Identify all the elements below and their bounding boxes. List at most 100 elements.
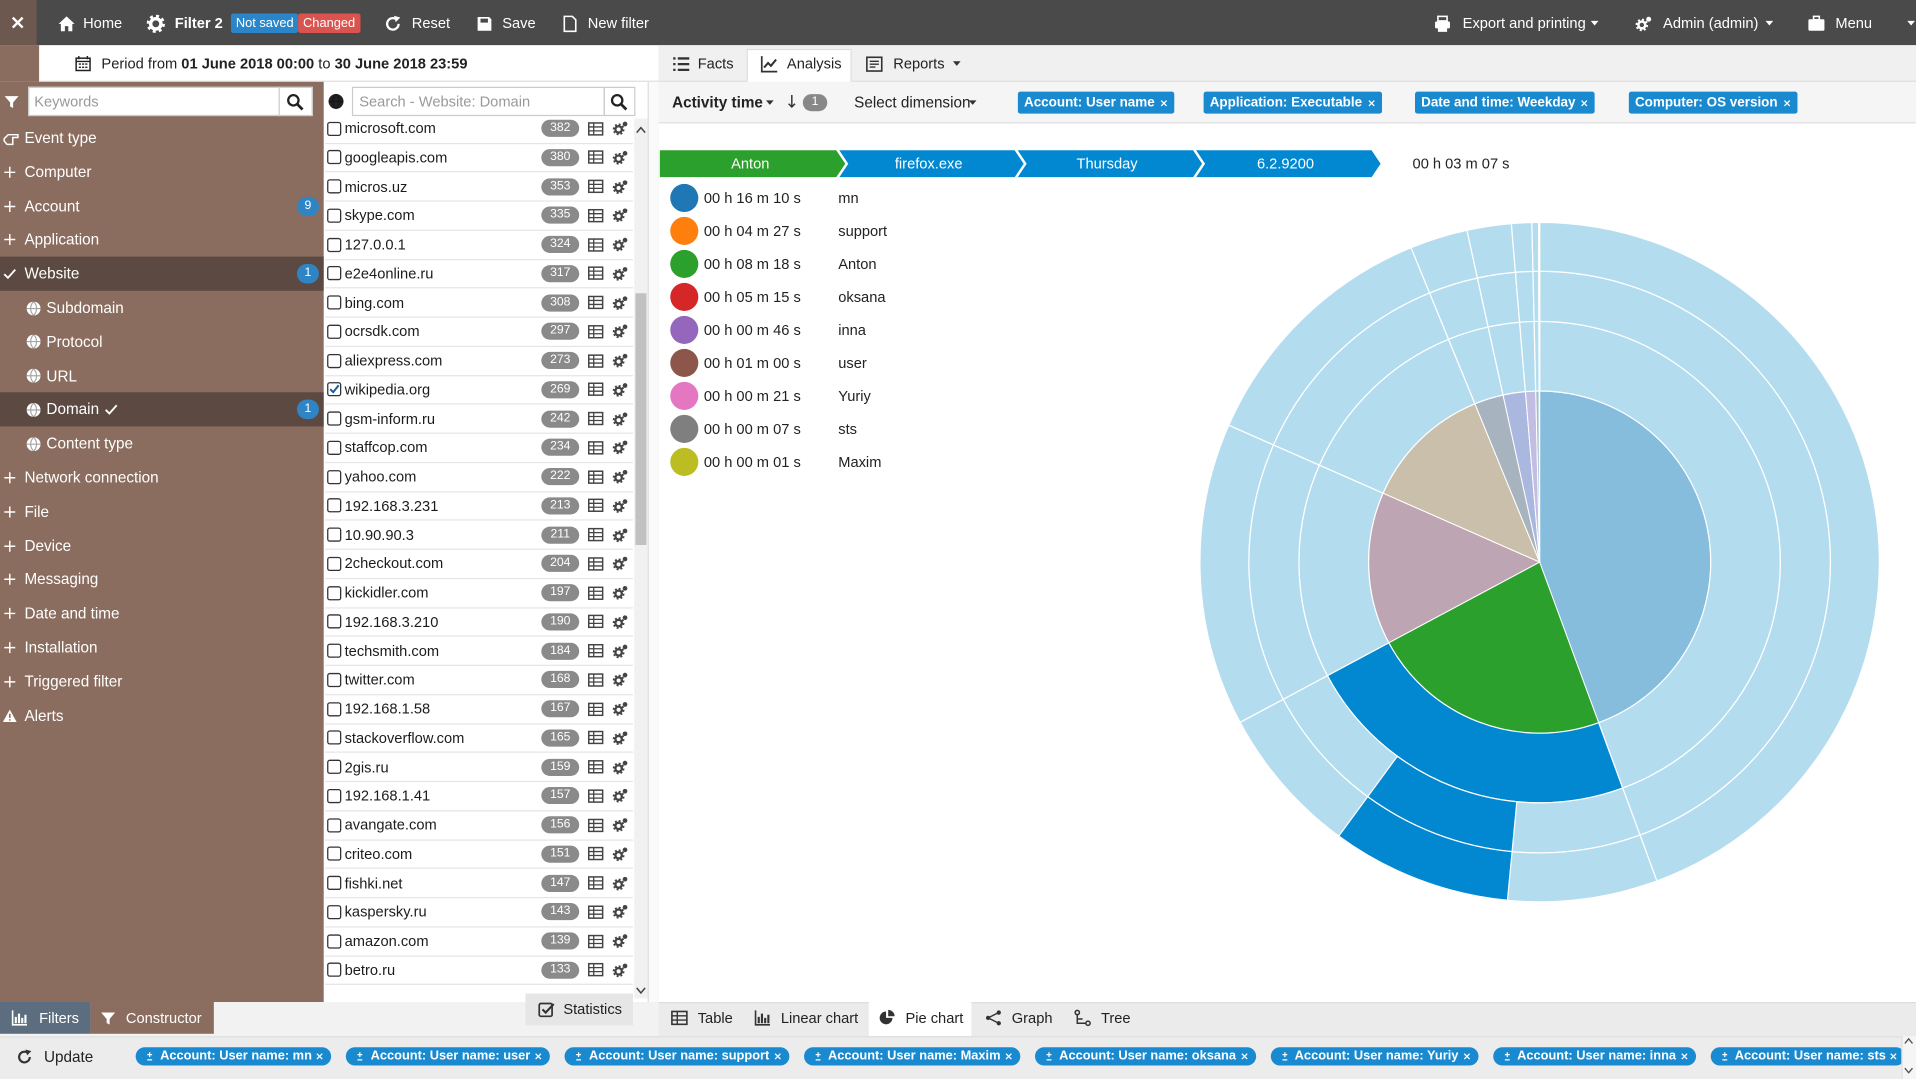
sidebar-item[interactable]: Account bbox=[24, 197, 80, 215]
select-dimension[interactable]: Select dimension bbox=[854, 94, 971, 112]
topbar-admin[interactable]: Admin (admin) bbox=[1663, 14, 1759, 32]
filter-chip[interactable]: Account: User name: support bbox=[564, 1047, 789, 1066]
topbar-filter[interactable]: Filter 2 bbox=[174, 14, 223, 32]
sidebar-item[interactable]: Date and time bbox=[24, 605, 120, 623]
sidebar-item[interactable]: Computer bbox=[24, 163, 92, 181]
box-icon bbox=[327, 121, 342, 136]
domain-search-input[interactable]: Search - Website: Domain bbox=[351, 86, 605, 117]
domain-name[interactable]: e2e4online.ru bbox=[344, 264, 434, 282]
domain-name[interactable]: staffcop.com bbox=[344, 438, 428, 457]
sidebar-item[interactable]: Event type bbox=[24, 129, 97, 147]
domain-name[interactable]: ocrsdk.com bbox=[344, 322, 420, 341]
filter-chip[interactable]: Account: User name: mn bbox=[135, 1047, 332, 1066]
ring-segment[interactable] bbox=[1538, 320, 1541, 392]
topbar-home[interactable]: Home bbox=[83, 14, 123, 32]
ring-segment[interactable] bbox=[1538, 221, 1541, 272]
domain-name[interactable]: 192.168.1.41 bbox=[344, 787, 431, 805]
filter-chip[interactable]: Account: User name: oksana bbox=[1034, 1047, 1256, 1066]
domain-name[interactable]: gsm-inform.ru bbox=[344, 409, 436, 428]
sidebar-item[interactable]: Installation bbox=[24, 639, 98, 657]
domain-name[interactable]: skype.com bbox=[344, 206, 415, 224]
constructor-tab-label[interactable]: Constructor bbox=[125, 1009, 202, 1027]
gears-icon bbox=[612, 673, 628, 687]
statistics-tab-label[interactable]: Statistics bbox=[563, 1000, 622, 1018]
sidebar-item[interactable]: Subdomain bbox=[46, 299, 124, 317]
topbar-new-filter[interactable]: New filter bbox=[587, 14, 649, 32]
ring-segment[interactable] bbox=[1531, 221, 1540, 272]
dimension-chip[interactable]: Application: Executable bbox=[1203, 91, 1382, 114]
domain-name[interactable]: twitter.com bbox=[344, 671, 415, 689]
domain-name[interactable]: 2checkout.com bbox=[344, 555, 444, 573]
filter-chip[interactable]: Account: User name: sts bbox=[1710, 1047, 1906, 1066]
sidebar-item[interactable]: Application bbox=[24, 231, 100, 249]
dimension-chip[interactable]: Computer: OS version bbox=[1628, 91, 1798, 114]
domain-name[interactable]: bing.com bbox=[344, 293, 405, 311]
domain-name[interactable]: avangate.com bbox=[344, 816, 437, 834]
domain-name[interactable]: 127.0.0.1 bbox=[344, 235, 406, 253]
domain-name[interactable]: fishki.net bbox=[344, 874, 403, 892]
domain-count: 242 bbox=[541, 409, 580, 428]
sidebar-item[interactable]: URL bbox=[46, 367, 78, 385]
constructor-tab[interactable] bbox=[90, 1002, 214, 1034]
tab-reports[interactable]: Reports bbox=[893, 54, 945, 73]
measure-select[interactable]: Activity time bbox=[672, 94, 763, 112]
domain-search-button[interactable] bbox=[603, 86, 636, 117]
sidebar-item[interactable]: File bbox=[24, 503, 50, 521]
filter-chip[interactable]: Account: User name: Yuriy bbox=[1270, 1047, 1478, 1066]
sidebar-item[interactable]: Messaging bbox=[24, 571, 99, 589]
dimension-chip[interactable]: Account: User name bbox=[1017, 91, 1175, 114]
tab-analysis[interactable]: Analysis bbox=[786, 54, 842, 73]
sidebar-item[interactable]: Website bbox=[24, 265, 80, 283]
domain-name[interactable]: 192.168.3.231 bbox=[344, 497, 439, 515]
tab-facts[interactable]: Facts bbox=[697, 54, 734, 73]
domain-name[interactable]: amazon.com bbox=[344, 932, 429, 950]
domain-name[interactable]: 192.168.1.58 bbox=[344, 700, 431, 718]
domain-name[interactable]: aliexpress.com bbox=[344, 351, 443, 370]
filters-tab-label[interactable]: Filters bbox=[39, 1009, 80, 1027]
ring-segment[interactable] bbox=[1510, 221, 1534, 273]
filter-chip[interactable]: Account: User name: inna bbox=[1492, 1047, 1696, 1066]
keywords-input[interactable]: Keywords bbox=[28, 86, 280, 117]
sidebar-item[interactable]: Domain bbox=[46, 401, 100, 419]
domain-name[interactable]: 2gis.ru bbox=[344, 758, 389, 776]
topbar-save[interactable]: Save bbox=[502, 14, 536, 32]
sidebar-item[interactable]: Protocol bbox=[46, 333, 103, 351]
topbar-reset[interactable]: Reset bbox=[411, 14, 451, 32]
sidebar-item[interactable]: Content type bbox=[46, 435, 134, 453]
domain-name[interactable]: googleapis.com bbox=[344, 148, 448, 166]
sidebar-item[interactable]: Triggered filter bbox=[24, 673, 123, 691]
domain-name[interactable]: kickidler.com bbox=[344, 584, 429, 602]
domain-name[interactable]: kaspersky.ru bbox=[344, 903, 427, 921]
chart-tab-tree[interactable]: Tree bbox=[1100, 1009, 1131, 1027]
breadcrumb-step[interactable] bbox=[1191, 147, 1384, 180]
filter-chip[interactable]: Account: User name: Maxim bbox=[803, 1047, 1021, 1066]
topbar-menu[interactable]: Menu bbox=[1835, 14, 1873, 32]
domain-name[interactable]: yahoo.com bbox=[344, 468, 417, 486]
domain-name[interactable]: criteo.com bbox=[344, 845, 413, 863]
topbar-export[interactable]: Export and printing bbox=[1462, 14, 1586, 32]
sidebar-item[interactable]: Network connection bbox=[24, 469, 159, 487]
chart-tab-graph[interactable]: Graph bbox=[1011, 1009, 1053, 1027]
domain-name[interactable]: stackoverflow.com bbox=[344, 729, 465, 747]
domain-name[interactable]: wikipedia.org bbox=[344, 380, 431, 399]
domain-name[interactable]: betro.ru bbox=[344, 961, 396, 979]
sidebar-item[interactable]: Alerts bbox=[24, 707, 64, 725]
keywords-search-button[interactable] bbox=[278, 86, 313, 117]
chart-tab-pie[interactable]: Pie chart bbox=[905, 1009, 964, 1027]
dimension-chip[interactable]: Date and time: Weekday bbox=[1415, 91, 1596, 114]
ring-segment[interactable] bbox=[1538, 270, 1541, 322]
sidebar-item[interactable]: Device bbox=[24, 537, 72, 555]
chart-tab-linear[interactable]: Linear chart bbox=[780, 1009, 859, 1027]
ring-segment[interactable] bbox=[1532, 270, 1540, 323]
chart-tab-table[interactable]: Table bbox=[697, 1009, 733, 1027]
domain-name[interactable]: microsoft.com bbox=[344, 119, 436, 137]
domain-name[interactable]: techsmith.com bbox=[344, 642, 440, 660]
scrollbar-thumb[interactable] bbox=[635, 293, 647, 545]
filter-chip[interactable]: Account: User name: user bbox=[346, 1047, 550, 1066]
gears-icon bbox=[612, 440, 628, 455]
domain-name[interactable]: 10.90.90.3 bbox=[344, 526, 414, 544]
domain-name[interactable]: micros.uz bbox=[344, 177, 408, 195]
domain-name[interactable]: 192.168.3.210 bbox=[344, 613, 439, 631]
update-button[interactable]: Update bbox=[43, 1048, 94, 1066]
ring-segment[interactable] bbox=[1539, 221, 1880, 882]
